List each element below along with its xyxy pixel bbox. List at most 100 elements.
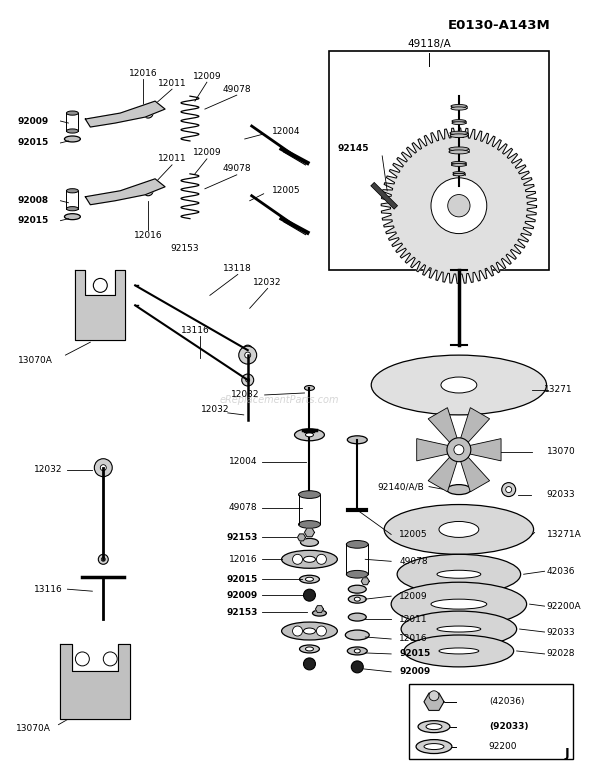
Bar	[329, 52, 549, 271]
Polygon shape	[381, 128, 536, 284]
Text: 92015: 92015	[17, 139, 48, 147]
Circle shape	[100, 465, 106, 470]
Ellipse shape	[404, 635, 514, 667]
Text: 12016: 12016	[399, 635, 428, 644]
Ellipse shape	[453, 173, 465, 176]
Ellipse shape	[437, 626, 481, 632]
Circle shape	[103, 652, 117, 666]
Polygon shape	[417, 439, 450, 461]
Polygon shape	[428, 408, 458, 444]
Text: 92153: 92153	[171, 244, 199, 253]
Text: 13116: 13116	[181, 325, 209, 335]
Ellipse shape	[67, 129, 78, 133]
Text: 12032: 12032	[253, 278, 282, 287]
Text: 13116: 13116	[34, 584, 63, 594]
Circle shape	[454, 445, 464, 455]
Circle shape	[434, 206, 444, 216]
Circle shape	[245, 352, 251, 358]
Text: 13271A: 13271A	[546, 530, 581, 539]
Ellipse shape	[452, 120, 466, 123]
Circle shape	[146, 189, 150, 193]
Ellipse shape	[397, 554, 520, 594]
Ellipse shape	[384, 504, 533, 554]
Ellipse shape	[391, 582, 527, 626]
Circle shape	[76, 652, 89, 666]
Ellipse shape	[451, 163, 466, 167]
Text: 13118: 13118	[224, 264, 252, 273]
Polygon shape	[297, 534, 306, 540]
Text: 92200: 92200	[489, 742, 517, 751]
Circle shape	[99, 554, 109, 564]
Ellipse shape	[449, 147, 469, 151]
Ellipse shape	[294, 429, 325, 441]
Polygon shape	[76, 271, 125, 340]
Ellipse shape	[348, 595, 366, 603]
Circle shape	[506, 487, 512, 493]
Ellipse shape	[300, 575, 319, 583]
Ellipse shape	[439, 648, 479, 654]
Ellipse shape	[355, 649, 360, 653]
Text: 12011: 12011	[399, 614, 428, 624]
Ellipse shape	[348, 436, 367, 444]
Polygon shape	[468, 439, 501, 461]
Ellipse shape	[300, 645, 319, 653]
Text: 13070A: 13070A	[15, 724, 51, 733]
Text: 92015: 92015	[227, 574, 258, 584]
Circle shape	[93, 298, 107, 312]
Ellipse shape	[64, 136, 80, 142]
Polygon shape	[428, 456, 458, 492]
Ellipse shape	[300, 538, 319, 547]
Text: 49078: 49078	[399, 557, 428, 566]
Text: 12005: 12005	[272, 187, 301, 195]
Ellipse shape	[67, 189, 78, 193]
Text: 12032: 12032	[231, 390, 260, 399]
Ellipse shape	[303, 557, 316, 562]
Circle shape	[448, 194, 470, 217]
Text: E0130-A143M: E0130-A143M	[447, 19, 550, 32]
Circle shape	[93, 315, 107, 329]
Text: 12032: 12032	[201, 406, 229, 414]
Text: 12016: 12016	[129, 69, 158, 78]
Ellipse shape	[426, 724, 442, 729]
Ellipse shape	[67, 207, 78, 210]
Polygon shape	[460, 456, 490, 492]
Text: 92145: 92145	[337, 144, 369, 153]
Circle shape	[94, 459, 112, 476]
Ellipse shape	[418, 721, 450, 732]
Text: 42036: 42036	[546, 567, 575, 576]
Text: 92200A: 92200A	[546, 601, 581, 611]
Circle shape	[101, 557, 105, 561]
Polygon shape	[86, 179, 165, 205]
Text: 49118/A: 49118/A	[407, 39, 451, 49]
Ellipse shape	[306, 577, 313, 581]
Ellipse shape	[371, 355, 546, 415]
Text: 92153: 92153	[227, 608, 258, 617]
Circle shape	[303, 658, 316, 670]
Text: 12004: 12004	[229, 457, 258, 466]
Ellipse shape	[348, 585, 366, 593]
Circle shape	[303, 589, 316, 601]
Circle shape	[76, 698, 89, 712]
Circle shape	[103, 677, 117, 691]
Polygon shape	[304, 528, 314, 537]
Circle shape	[316, 626, 326, 636]
Ellipse shape	[306, 433, 313, 437]
Ellipse shape	[439, 521, 479, 537]
Ellipse shape	[281, 622, 337, 640]
Text: 12016: 12016	[229, 555, 258, 564]
Text: 12004: 12004	[273, 126, 301, 136]
Ellipse shape	[450, 131, 468, 135]
Text: 92033: 92033	[546, 490, 575, 499]
Ellipse shape	[447, 485, 471, 494]
Ellipse shape	[424, 743, 444, 749]
Ellipse shape	[304, 386, 314, 390]
Ellipse shape	[453, 172, 465, 174]
Text: 12009: 12009	[399, 591, 428, 601]
Text: 12011: 12011	[158, 154, 186, 163]
Ellipse shape	[299, 520, 320, 528]
Ellipse shape	[348, 647, 367, 655]
Ellipse shape	[416, 739, 452, 753]
Text: 12032: 12032	[34, 465, 63, 474]
Ellipse shape	[67, 111, 78, 115]
Ellipse shape	[281, 550, 337, 568]
